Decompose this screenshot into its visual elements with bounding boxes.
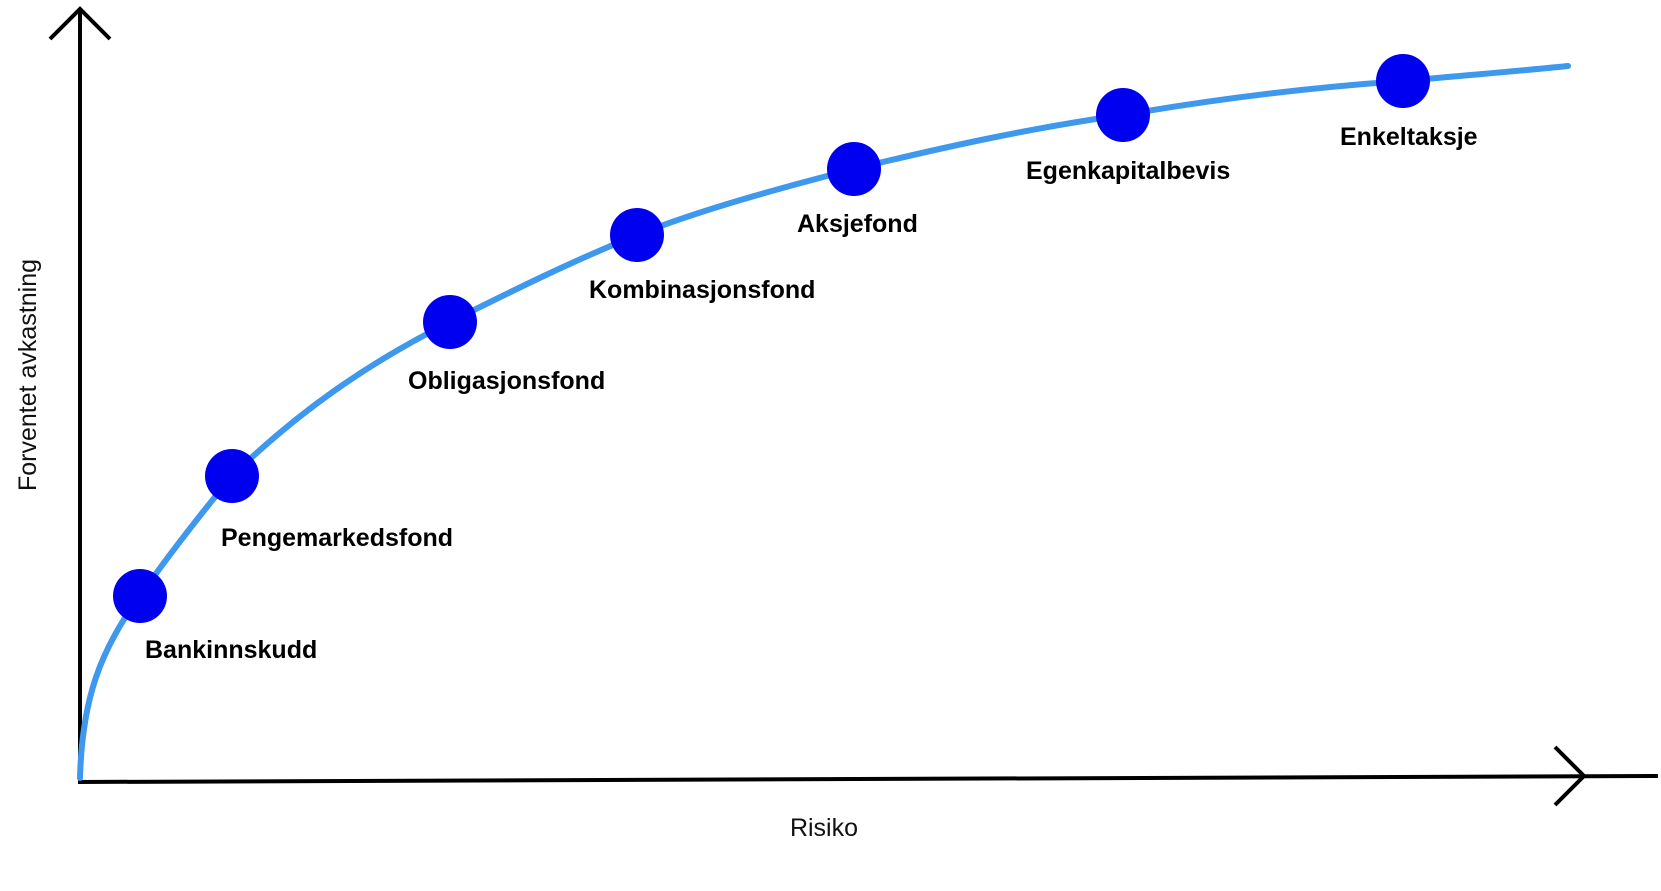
x-axis [77, 745, 1659, 807]
label-bankinnskudd: Bankinnskudd [145, 636, 317, 664]
point-pengemarkedsfond [205, 449, 259, 503]
points-layer [113, 54, 1430, 623]
point-egenkapitalbevis [1096, 88, 1150, 142]
y-axis-arrowhead [48, 6, 112, 41]
label-pengemarkedsfond: Pengemarkedsfond [221, 524, 453, 552]
label-kombinasjonsfond: Kombinasjonsfond [589, 276, 815, 304]
point-bankinnskudd [113, 569, 167, 623]
label-egenkapitalbevis: Egenkapitalbevis [1026, 157, 1230, 185]
x-axis-label: Risiko [790, 814, 858, 842]
x-axis-line [77, 774, 1659, 784]
y-axis [48, 6, 112, 784]
labels-layer: Bankinnskudd Pengemarkedsfond Obligasjon… [145, 123, 1478, 664]
label-aksjefond: Aksjefond [797, 210, 918, 238]
point-obligasjonsfond [423, 295, 477, 349]
point-aksjefond [827, 142, 881, 196]
point-kombinasjonsfond [610, 208, 664, 262]
point-enkeltaksje [1376, 54, 1430, 108]
risk-return-curve [77, 63, 1571, 781]
label-enkeltaksje: Enkeltaksje [1340, 123, 1478, 151]
label-obligasjonsfond: Obligasjonsfond [408, 367, 605, 395]
y-axis-label: Forventet avkastning [14, 259, 42, 491]
x-axis-arrowhead [1553, 745, 1587, 807]
